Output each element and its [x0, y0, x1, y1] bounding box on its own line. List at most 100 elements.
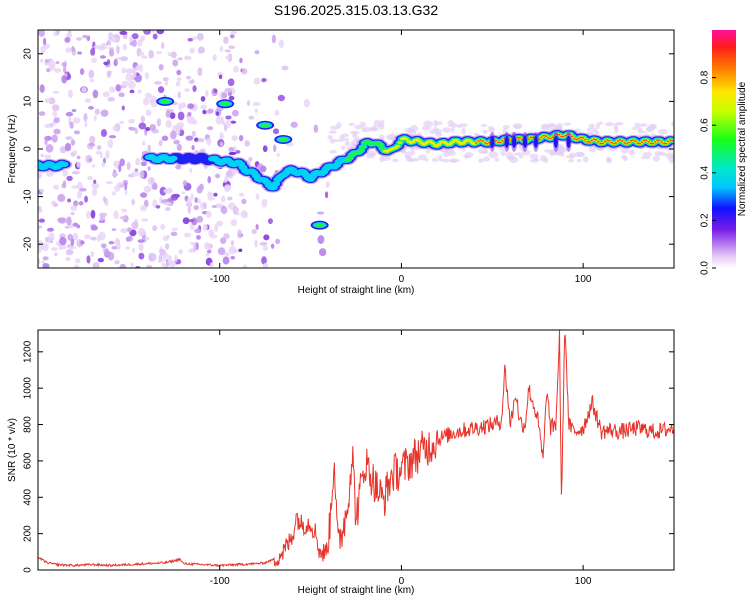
spectrogram-noise-blob [113, 58, 118, 67]
spectrogram-noise-blob [193, 205, 199, 211]
spectrogram-noise-blob [177, 57, 183, 61]
spectrogram-noise-blob [159, 248, 166, 256]
spectrogram-noise-blob [170, 193, 179, 201]
spectrogram-haze [340, 133, 349, 138]
spectrogram-streak [504, 135, 509, 148]
bottom-y-tick-label: 1000 [23, 377, 34, 400]
spectrogram-noise-blob [202, 223, 208, 232]
spectrogram-noise-blob [44, 136, 48, 146]
spectrogram-haze [438, 154, 443, 162]
spectrogram-ridge-blob [597, 141, 600, 143]
spectrogram-noise-blob [111, 38, 118, 43]
spectrogram-noise-blob [71, 171, 80, 175]
spectrogram-noise-blob [137, 227, 145, 237]
spectrogram-noise-blob [196, 235, 201, 240]
spectrogram-ridge-blob [642, 139, 646, 142]
spectrogram-ridge-blob [577, 137, 581, 140]
spectrogram-haze [657, 128, 668, 135]
spectrogram-noise-blob [100, 42, 108, 50]
spectrogram-ridge-blob [404, 137, 409, 141]
spectrogram-noise-blob [205, 252, 210, 257]
spectrogram-noise-blob [76, 161, 81, 168]
spectrogram-noise-blob [104, 248, 110, 257]
spectrogram-haze [435, 121, 443, 125]
spectrogram-noise-blob [238, 248, 243, 253]
spectrogram-noise-blob [157, 259, 164, 264]
spectrogram-noise-blob [228, 95, 235, 101]
spectrogram-noise-blob [65, 249, 74, 256]
spectrogram-ridge-blob [575, 138, 578, 141]
spectrogram-noise-blob [102, 91, 110, 98]
spectrogram-noise-blob [38, 30, 45, 37]
spectrogram-noise-blob [93, 115, 97, 122]
spectrogram-noise-blob [318, 248, 327, 257]
spectrogram-noise-blob [206, 137, 212, 146]
spectrogram-noise-blob [54, 252, 58, 256]
spectrogram-haze [645, 127, 656, 131]
spectrogram-noise-blob [42, 256, 49, 261]
spectrogram-noise-blob [65, 111, 74, 117]
spectrogram-ridge-blob [501, 140, 504, 142]
spectrogram-ridge-blob [542, 134, 546, 137]
spectrogram-noise-blob [165, 187, 173, 194]
spectrogram-noise-blob [156, 30, 165, 35]
spectrogram-haze [529, 158, 539, 163]
spectrogram-noise-blob [48, 232, 55, 242]
bottom-y-axis-label: SNR (10 * v/v) [7, 418, 18, 482]
spectrogram-noise-blob [142, 140, 146, 147]
spectrogram-noise-blob [248, 115, 255, 120]
spectrogram-noise-blob [53, 184, 60, 190]
spectrogram-noise-blob [263, 234, 270, 241]
spectrogram-noise-blob [145, 264, 153, 268]
spectrogram-haze [435, 131, 443, 138]
spectrogram-noise-blob [191, 79, 195, 83]
spectrogram-haze [574, 151, 585, 158]
spectrogram-noise-blob [107, 46, 115, 50]
spectrogram-noise-blob [152, 33, 158, 40]
spectrogram-noise-blob [99, 152, 103, 159]
spectrogram-noise-blob [261, 256, 267, 265]
spectrogram-streak [522, 135, 527, 148]
spectrogram-noise-blob [238, 192, 245, 197]
spectrogram-noise-blob [121, 208, 128, 213]
spectrogram-noise-blob [119, 120, 125, 125]
spectrogram-noise-blob [42, 263, 50, 268]
spectrogram-noise-blob [140, 192, 148, 198]
spectrogram-noise-blob [176, 143, 182, 151]
spectrogram-noise-blob [81, 87, 87, 93]
spectrogram-ridge-blob [570, 135, 574, 137]
spectrogram-ridge-blob [475, 142, 478, 144]
spectrogram-noise-blob [44, 123, 52, 128]
spectrogram-ridge-blob [664, 142, 668, 145]
spectrogram-ridge-blob [529, 136, 533, 139]
spectrogram-noise-blob [71, 108, 77, 113]
spectrogram-noise-blob [148, 253, 153, 262]
spectrogram-noise-blob [209, 262, 214, 268]
spectrogram-noise-blob [260, 165, 267, 173]
spectrogram-feature [220, 101, 231, 106]
spectrogram-noise-blob [158, 139, 163, 147]
spectrogram-ridge-blob [538, 138, 541, 141]
spectrogram-noise-blob [225, 115, 232, 120]
spectrogram-noise-blob [240, 210, 247, 218]
spectrogram-ridge-blob [662, 142, 666, 145]
spectrogram-ridge-blob [450, 140, 455, 144]
spectrogram-noise-blob [182, 180, 188, 187]
spectrogram-haze [500, 149, 506, 157]
spectrogram-ridge-blob [461, 141, 466, 145]
spectrogram-haze [482, 156, 490, 162]
spectrogram-ridge-blob [601, 142, 605, 145]
spectrogram-noise-blob [109, 86, 116, 94]
spectrogram-noise-blob [93, 179, 97, 184]
spectrogram-noise-blob [45, 144, 54, 153]
spectrogram-haze [482, 129, 488, 135]
spectrogram-noise-blob [202, 109, 207, 115]
spectrogram-haze [640, 156, 651, 160]
spectrogram-noise-blob [144, 72, 149, 80]
spectrogram-noise-blob [158, 254, 162, 262]
spectrogram-noise-blob [89, 78, 95, 83]
spectrogram-noise-blob [69, 121, 74, 129]
spectrogram-noise-blob [160, 256, 167, 262]
bottom-x-axis-label: Height of straight line (km) [298, 585, 415, 596]
spectrogram-noise-blob [121, 105, 125, 111]
